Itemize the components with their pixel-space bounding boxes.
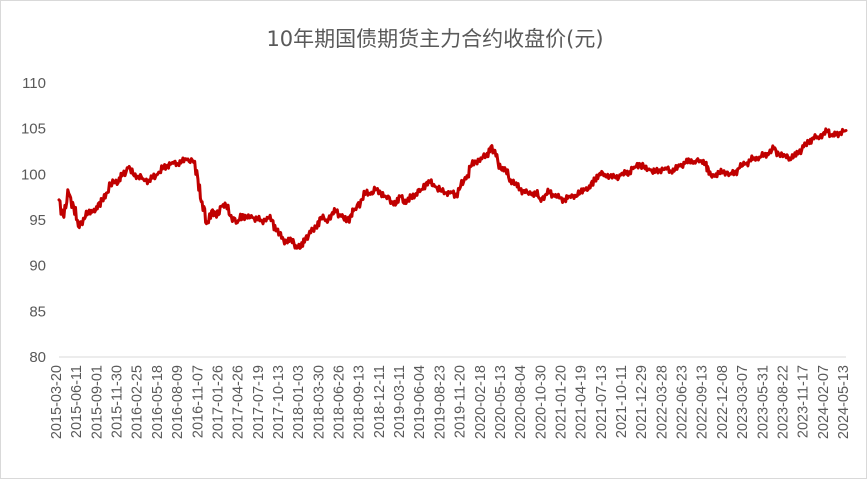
- x-tick-label: 2022-06-23: [675, 365, 691, 439]
- x-tick-label: 2022-09-13: [695, 365, 711, 439]
- x-tick-label: 2017-04-26: [231, 365, 247, 439]
- x-tick-label: 2017-07-19: [251, 365, 267, 439]
- x-tick-label: 2018-12-11: [372, 365, 388, 438]
- x-tick-label: 2021-12-29: [634, 365, 650, 439]
- x-tick-label: 2023-11-17: [796, 365, 812, 438]
- x-tick-label: 2022-12-08: [715, 365, 731, 439]
- x-tick-label: 2020-02-18: [473, 365, 489, 439]
- series-line: [57, 127, 848, 250]
- x-tick-label: 2017-01-26: [210, 365, 226, 439]
- y-axis-tick-labels: 80 85 90 95 100 105 110: [21, 75, 46, 366]
- series-layer: [57, 127, 848, 250]
- y-tick-label: 80: [29, 349, 46, 366]
- x-tick-label: 2023-08-22: [775, 365, 791, 439]
- x-tick-label: 2023-03-07: [735, 365, 751, 439]
- x-tick-label: 2021-07-13: [594, 365, 610, 439]
- x-tick-label: 2016-02-25: [130, 365, 146, 439]
- x-tick-label: 2018-06-26: [332, 365, 348, 439]
- y-tick-label: 95: [29, 212, 46, 229]
- x-tick-label: 2024-05-13: [836, 365, 852, 439]
- y-tick-label: 100: [21, 166, 46, 183]
- x-tick-label: 2021-10-11: [614, 365, 630, 438]
- x-tick-label: 2016-08-09: [170, 365, 186, 439]
- x-tick-label: 2018-03-30: [311, 365, 327, 439]
- x-tick-label: 2023-05-31: [755, 365, 771, 439]
- y-tick-label: 90: [29, 258, 46, 275]
- y-tick-label: 85: [29, 303, 46, 320]
- x-tick-label: 2015-11-30: [110, 365, 126, 438]
- x-tick-label: 2016-11-07: [190, 365, 206, 438]
- x-tick-label: 2018-01-03: [291, 365, 307, 439]
- x-tick-label: 2020-08-04: [513, 365, 529, 439]
- x-tick-label: 2020-05-13: [493, 365, 509, 439]
- x-tick-label: 2018-09-13: [352, 365, 368, 439]
- x-tick-label: 2015-06-11: [69, 365, 85, 438]
- x-tick-label: 2019-03-11: [392, 365, 408, 438]
- x-tick-label: 2020-10-30: [533, 365, 549, 439]
- x-tick-label: 2016-05-18: [150, 365, 166, 439]
- x-tick-label: 2021-04-19: [574, 365, 590, 439]
- x-tick-label: 2015-09-01: [89, 365, 105, 439]
- y-tick-label: 105: [21, 121, 46, 138]
- x-axis-tick-labels: 2015-03-20 2015-06-11 2015-09-01 2015-11-30…: [49, 365, 852, 439]
- x-tick-label: 2019-06-04: [412, 365, 428, 439]
- chart-title: 10年期国债期货主力合约收盘价(元): [266, 27, 603, 51]
- x-tick-label: 2019-08-23: [432, 365, 448, 439]
- x-tick-label: 2022-03-28: [654, 365, 670, 439]
- x-tick-label: 2015-03-20: [49, 365, 65, 439]
- x-tick-label: 2024-02-07: [816, 365, 832, 439]
- x-tick-label: 2021-01-20: [553, 365, 569, 439]
- x-tick-label: 2019-11-20: [453, 365, 469, 438]
- x-tick-label: 2017-10-13: [271, 365, 287, 439]
- y-tick-label: 110: [22, 75, 46, 92]
